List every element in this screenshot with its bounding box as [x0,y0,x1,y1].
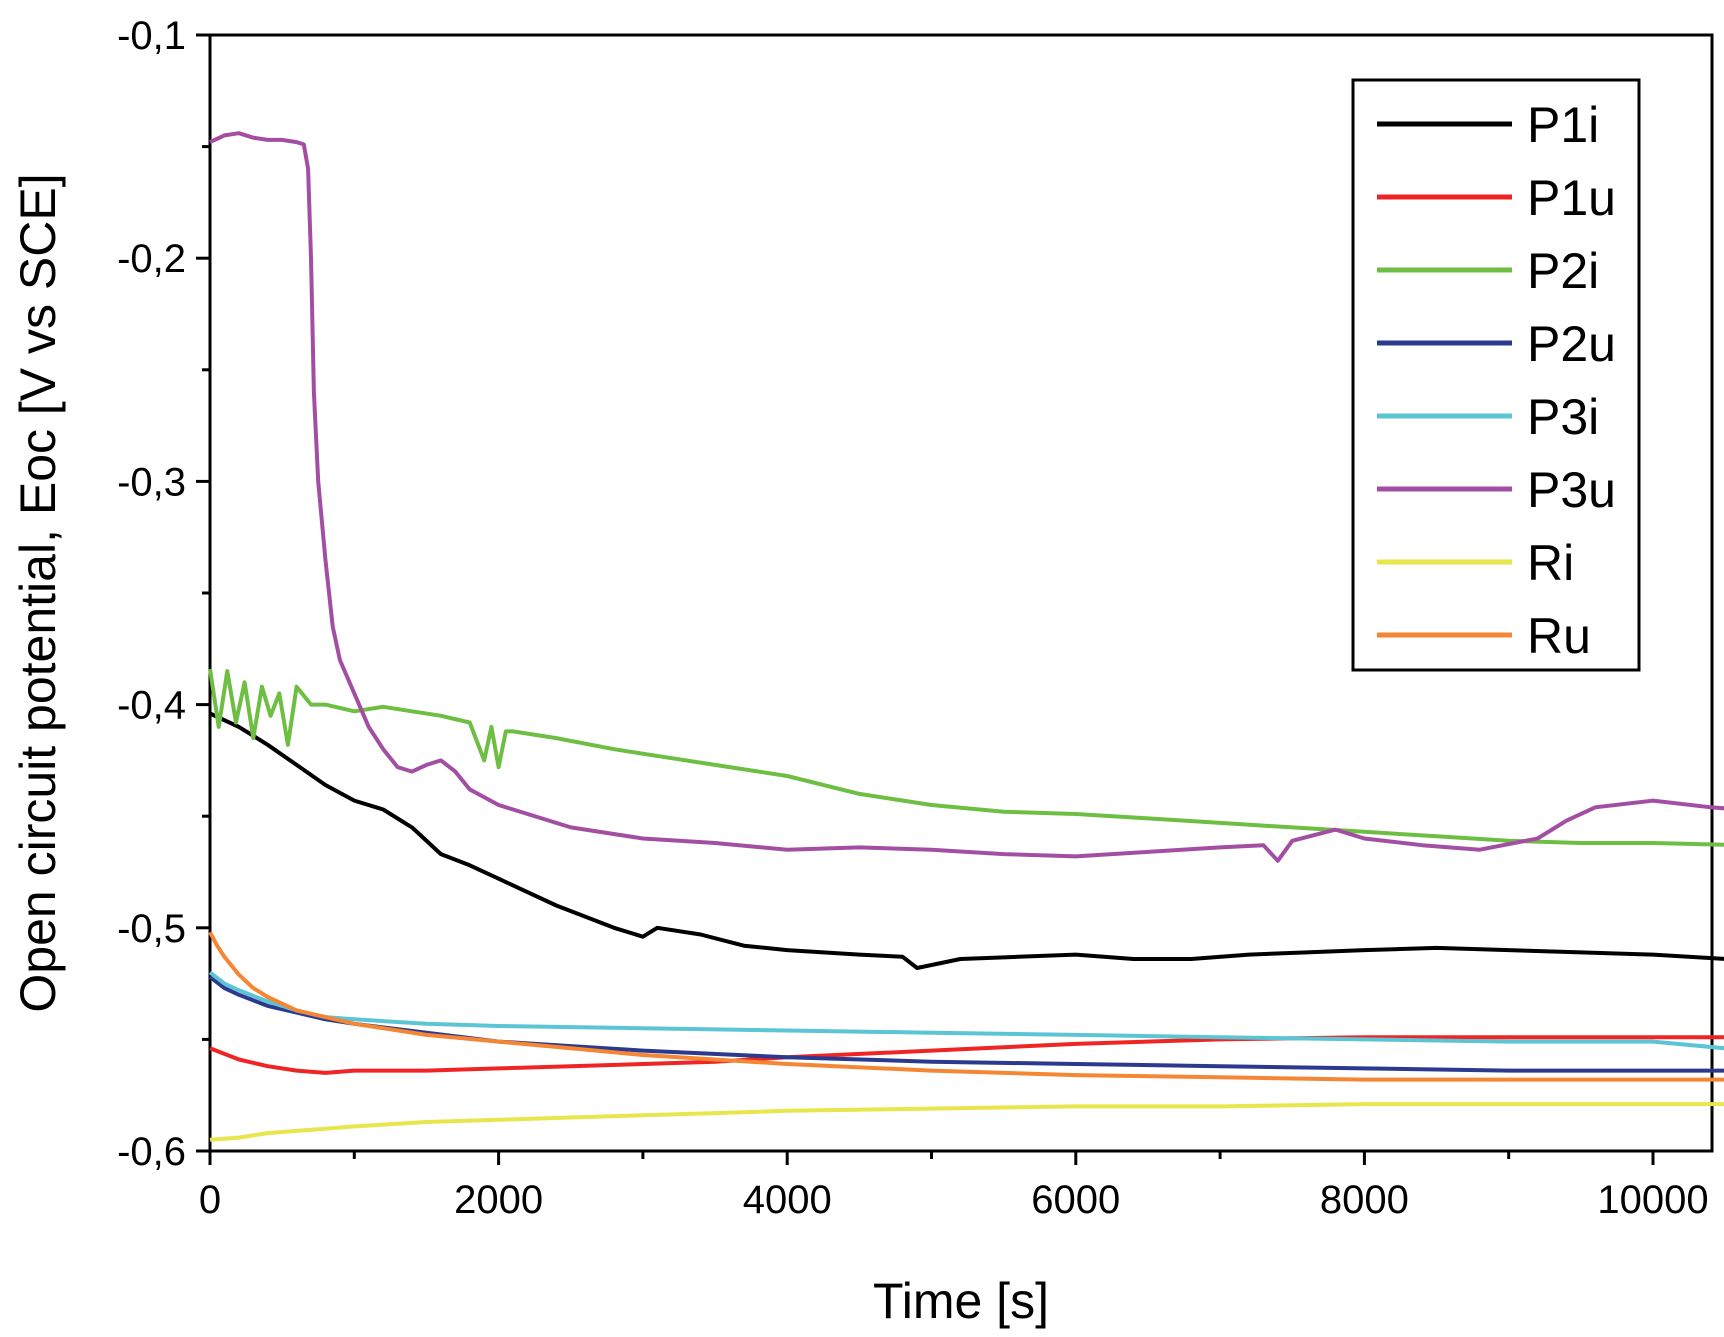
legend-label-p1u: P1u [1527,170,1616,226]
y-axis-title: Open circuit potential, Eoc [V vs SCE] [10,173,66,1012]
legend-box [1351,78,1641,672]
y-tick-label: -0,3 [117,460,186,504]
x-tick-label: 4000 [743,1178,832,1222]
x-tick-label: 2000 [454,1178,543,1222]
x-tick-label: 10000 [1597,1178,1708,1222]
series-line-ru [208,931,1724,1082]
y-tick-label: -0,2 [117,237,186,281]
legend-label-p1i: P1i [1527,97,1599,153]
series-line-p3u [209,131,1724,863]
legend-label-p3u: P3u [1527,462,1616,518]
series-line-p2u [208,975,1724,1073]
series-line-p1u [209,1035,1724,1075]
y-tick-label: -0,5 [117,907,186,951]
legend-label-p3i: P3i [1527,389,1599,445]
series-line-p2i [208,668,1724,847]
x-axis: 0 2000 4000 6000 8000 10000 [199,1151,1709,1222]
series-line-p1i [209,711,1724,970]
y-tick-label: -0,1 [117,14,186,58]
y-tick-label: -0,4 [117,684,186,728]
x-axis-title: Time [s] [873,1273,1049,1329]
legend-label-p2i: P2i [1527,243,1599,299]
series-layer [208,131,1724,1142]
series-line-ri [209,1102,1724,1142]
x-tick-label: 0 [199,1178,221,1222]
legend-label-ri: Ri [1527,535,1574,591]
x-tick-label: 8000 [1320,1178,1409,1222]
series-line-p3i [208,970,1724,1051]
x-tick-label: 6000 [1031,1178,1120,1222]
y-tick-label: -0,6 [117,1130,186,1174]
y-axis: -0,6 -0,5 -0,4 -0,3 -0,2 -0,1 [117,14,210,1174]
legend-label-ru: Ru [1527,608,1591,664]
legend: P1i P1u P2i P2u P3i P3u Ri Ru [1351,78,1641,672]
legend-label-p2u: P2u [1527,316,1616,372]
